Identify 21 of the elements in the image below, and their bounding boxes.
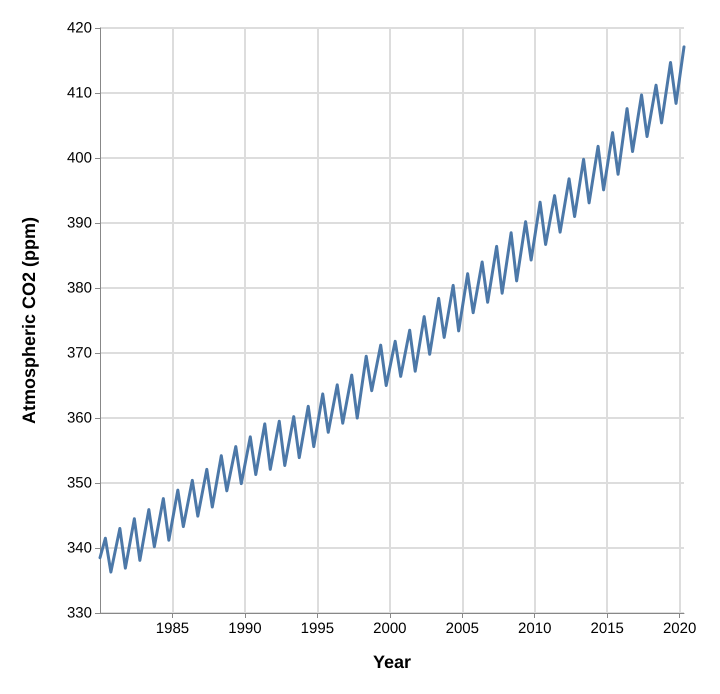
y-tick-label: 380 (66, 280, 92, 296)
x-tick-label: 1995 (300, 620, 334, 637)
y-tick-label: 360 (66, 410, 92, 426)
x-tick-label: 2005 (446, 620, 479, 637)
x-tick-label: 2015 (590, 620, 624, 637)
x-tick-label: 2020 (662, 620, 696, 637)
y-tick-label: 420 (66, 20, 92, 36)
y-tick-label: 370 (66, 344, 92, 362)
y-tick-label: 330 (66, 604, 92, 622)
y-tick-label: 410 (66, 84, 92, 102)
y-tick-label: 340 (66, 540, 92, 556)
x-tick-label: 2000 (373, 620, 407, 637)
y-tick-label: 350 (66, 474, 92, 492)
y-tick-label: 390 (66, 214, 92, 232)
x-tick-label: 1990 (228, 620, 262, 637)
x-tick-label: 1985 (156, 620, 190, 637)
y-axis-title: Atmospheric CO2 (ppm) (19, 216, 39, 424)
line-series (98, 45, 686, 574)
x-tick-label: 2010 (518, 620, 552, 637)
y-tick-label: 400 (66, 150, 92, 166)
x-axis-title: Year (372, 652, 412, 672)
